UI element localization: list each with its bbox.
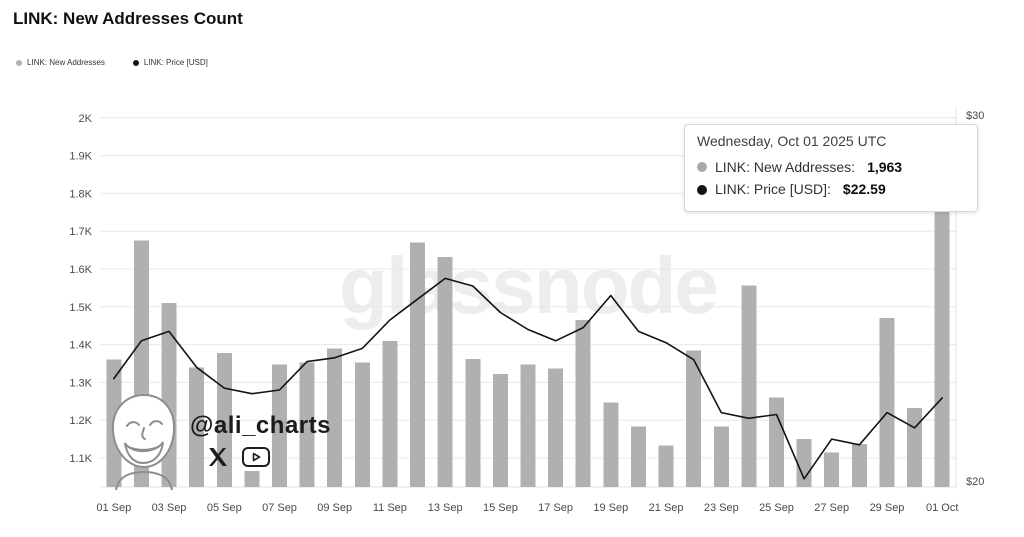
price-line bbox=[113, 277, 944, 480]
chart-legend: LINK: New Addresses LINK: Price [USD] bbox=[16, 58, 208, 67]
svg-text:07 Sep: 07 Sep bbox=[262, 502, 297, 514]
svg-text:1.1K: 1.1K bbox=[69, 453, 92, 465]
tooltip-label: LINK: New Addresses: bbox=[715, 159, 856, 175]
glassnode-watermark: glassnode bbox=[339, 241, 719, 330]
tooltip-label: LINK: Price [USD]: bbox=[715, 181, 831, 198]
svg-text:1.2K: 1.2K bbox=[69, 415, 92, 427]
svg-text:29 Sep: 29 Sep bbox=[870, 502, 905, 514]
youtube-icon bbox=[242, 447, 270, 467]
ali-face-sketch-icon bbox=[111, 393, 176, 490]
page-title: LINK: New Addresses Count bbox=[13, 9, 243, 28]
tooltip-value: $22.59 bbox=[842, 181, 886, 198]
svg-text:1.7K: 1.7K bbox=[69, 226, 92, 238]
svg-text:25 Sep: 25 Sep bbox=[759, 502, 794, 514]
svg-text:09 Sep: 09 Sep bbox=[317, 502, 352, 514]
svg-text:1.9K: 1.9K bbox=[69, 151, 92, 163]
x-axis-labels: 01 Sep 03 Sep 05 Sep 07 Sep 09 Sep 11 Sep 13 S… bbox=[96, 502, 958, 514]
legend-item-new-addresses[interactable]: LINK: New Addresses bbox=[16, 58, 105, 67]
svg-text:03 Sep: 03 Sep bbox=[152, 502, 187, 514]
svg-text:13 Sep: 13 Sep bbox=[428, 502, 463, 514]
legend-item-price[interactable]: LINK: Price [USD] bbox=[132, 58, 208, 67]
svg-text:17 Sep: 17 Sep bbox=[538, 502, 573, 514]
tooltip-date: Wednesday, Oct 01 2025 UTC bbox=[697, 133, 887, 149]
tooltip-value: 1,963 bbox=[867, 159, 903, 175]
svg-text:05 Sep: 05 Sep bbox=[207, 502, 242, 514]
legend-label: LINK: New Addresses bbox=[27, 58, 105, 67]
svg-text:01 Sep: 01 Sep bbox=[96, 502, 131, 514]
svg-text:15 Sep: 15 Sep bbox=[483, 502, 518, 514]
tooltip-row-new-addresses: LINK: New Addresses: 1,963 bbox=[697, 156, 965, 178]
svg-text:1.8K: 1.8K bbox=[69, 188, 92, 200]
legend-label: LINK: Price [USD] bbox=[143, 58, 208, 67]
svg-text:23 Sep: 23 Sep bbox=[704, 502, 739, 514]
svg-text:$30: $30 bbox=[966, 110, 984, 122]
svg-text:21 Sep: 21 Sep bbox=[649, 502, 684, 514]
svg-text:$20: $20 bbox=[966, 476, 984, 488]
ali-social-icons bbox=[208, 447, 270, 467]
tooltip-dot-black-icon bbox=[697, 184, 707, 195]
svg-text:1.3K: 1.3K bbox=[69, 377, 92, 389]
svg-text:11 Sep: 11 Sep bbox=[373, 502, 407, 514]
legend-dot-black-icon bbox=[132, 59, 139, 66]
tooltip-dot-gray-icon bbox=[697, 162, 707, 173]
right-axis-labels: $30 $20 bbox=[966, 110, 984, 488]
chart-tooltip: Wednesday, Oct 01 2025 UTC LINK: New Add… bbox=[684, 124, 978, 212]
svg-text:1.5K: 1.5K bbox=[69, 302, 92, 314]
ali-charts-watermark: @ali_charts bbox=[190, 412, 331, 439]
legend-dot-gray-icon bbox=[16, 59, 22, 66]
svg-text:27 Sep: 27 Sep bbox=[814, 502, 849, 514]
x-twitter-icon bbox=[209, 448, 227, 466]
tooltip-row-price: LINK: Price [USD]: $22.59 bbox=[697, 178, 965, 200]
svg-text:1.4K: 1.4K bbox=[69, 340, 92, 352]
svg-text:19 Sep: 19 Sep bbox=[593, 502, 628, 514]
svg-text:2K: 2K bbox=[79, 113, 93, 125]
svg-text:01 Oct: 01 Oct bbox=[926, 502, 958, 514]
svg-text:1.6K: 1.6K bbox=[69, 264, 92, 276]
